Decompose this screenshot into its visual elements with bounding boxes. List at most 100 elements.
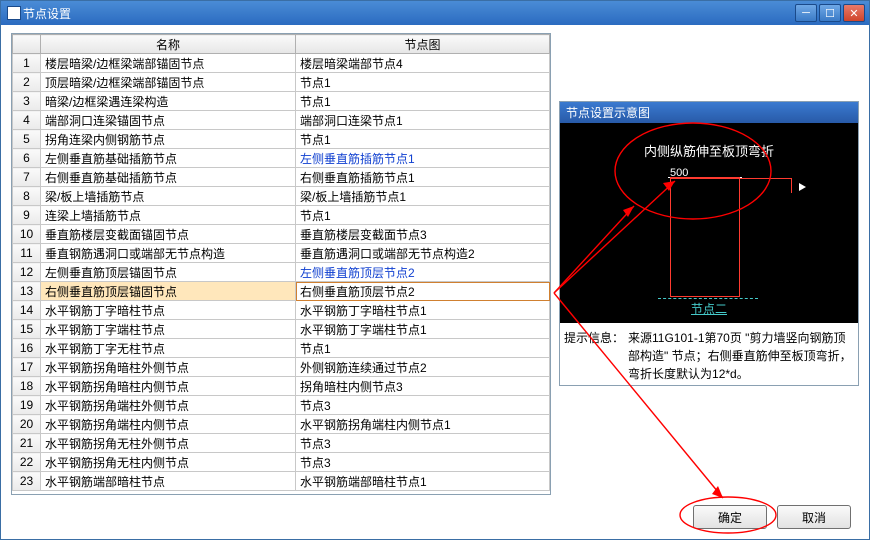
cell-name[interactable]: 顶层暗梁/边框梁端部锚固节点	[41, 73, 296, 92]
row-number: 18	[13, 377, 41, 396]
cell-name[interactable]: 左侧垂直筋基础插筋节点	[41, 149, 296, 168]
cancel-button[interactable]: 取消	[777, 505, 851, 529]
preview-node-label[interactable]: 节点二	[560, 300, 858, 317]
cell-nodeimg[interactable]: 右侧垂直筋顶层节点2	[296, 282, 550, 301]
node-table-wrap: 名称 节点图 1楼层暗梁/边框梁端部锚固节点楼层暗梁端部节点42顶层暗梁/边框梁…	[11, 33, 551, 495]
cell-nodeimg[interactable]: 节点1	[296, 130, 550, 149]
row-number: 15	[13, 320, 41, 339]
cell-nodeimg[interactable]: 右侧垂直筋插筋节点1	[296, 168, 550, 187]
cell-nodeimg[interactable]: 楼层暗梁端部节点4	[296, 54, 550, 73]
cell-nodeimg[interactable]: 节点3	[296, 396, 550, 415]
table-row[interactable]: 23水平钢筋端部暗柱节点水平钢筋端部暗柱节点1	[13, 472, 550, 491]
ok-button[interactable]: 确定	[693, 505, 767, 529]
cell-name[interactable]: 垂直筋楼层变截面锚固节点	[41, 225, 296, 244]
cell-name[interactable]: 水平钢筋拐角端柱内侧节点	[41, 415, 296, 434]
cell-name[interactable]: 水平钢筋拐角端柱外侧节点	[41, 396, 296, 415]
col-rownum[interactable]	[13, 35, 41, 54]
table-row[interactable]: 8梁/板上墙插筋节点梁/板上墙插筋节点1	[13, 187, 550, 206]
cell-name[interactable]: 垂直钢筋遇洞口或端部无节点构造	[41, 244, 296, 263]
table-row[interactable]: 21水平钢筋拐角无柱外侧节点节点3	[13, 434, 550, 453]
table-row[interactable]: 22水平钢筋拐角无柱内侧节点节点3	[13, 453, 550, 472]
table-row[interactable]: 13右侧垂直筋顶层锚固节点右侧垂直筋顶层节点2	[13, 282, 550, 301]
table-row[interactable]: 20水平钢筋拐角端柱内侧节点水平钢筋拐角端柱内侧节点1	[13, 415, 550, 434]
table-row[interactable]: 11垂直钢筋遇洞口或端部无节点构造垂直筋遇洞口或端部无节点构造2	[13, 244, 550, 263]
col-name[interactable]: 名称	[41, 35, 296, 54]
cell-name[interactable]: 楼层暗梁/边框梁端部锚固节点	[41, 54, 296, 73]
cell-nodeimg[interactable]: 垂直筋遇洞口或端部无节点构造2	[296, 244, 550, 263]
minimize-button[interactable]: ─	[795, 4, 817, 22]
cell-name[interactable]: 右侧垂直筋顶层锚固节点	[41, 282, 296, 301]
table-row[interactable]: 14水平钢筋丁字暗柱节点水平钢筋丁字暗柱节点1	[13, 301, 550, 320]
header-row: 名称 节点图	[13, 35, 550, 54]
cell-nodeimg[interactable]: 节点1	[296, 206, 550, 225]
cell-nodeimg[interactable]: 左侧垂直筋顶层节点2	[296, 263, 550, 282]
row-number: 1	[13, 54, 41, 73]
cell-nodeimg[interactable]: 水平钢筋拐角端柱内侧节点1	[296, 415, 550, 434]
cell-name[interactable]: 水平钢筋拐角无柱外侧节点	[41, 434, 296, 453]
cell-name[interactable]: 水平钢筋拐角暗柱外侧节点	[41, 358, 296, 377]
cell-nodeimg[interactable]: 水平钢筋丁字暗柱节点1	[296, 301, 550, 320]
cell-name[interactable]: 水平钢筋丁字端柱节点	[41, 320, 296, 339]
table-row[interactable]: 6左侧垂直筋基础插筋节点左侧垂直筋插筋节点1	[13, 149, 550, 168]
cell-nodeimg[interactable]: 左侧垂直筋插筋节点1	[296, 149, 550, 168]
row-number: 19	[13, 396, 41, 415]
table-row[interactable]: 4端部洞口连梁锚固节点端部洞口连梁节点1	[13, 111, 550, 130]
row-number: 22	[13, 453, 41, 472]
cell-name[interactable]: 水平钢筋端部暗柱节点	[41, 472, 296, 491]
cell-nodeimg[interactable]: 垂直筋楼层变截面节点3	[296, 225, 550, 244]
col-nodeimg[interactable]: 节点图	[296, 35, 550, 54]
row-number: 10	[13, 225, 41, 244]
table-row[interactable]: 12左侧垂直筋顶层锚固节点左侧垂直筋顶层节点2	[13, 263, 550, 282]
cell-nodeimg[interactable]: 节点1	[296, 339, 550, 358]
cell-name[interactable]: 端部洞口连梁锚固节点	[41, 111, 296, 130]
table-row[interactable]: 9连梁上墙插筋节点节点1	[13, 206, 550, 225]
row-number: 3	[13, 92, 41, 111]
cell-name[interactable]: 水平钢筋拐角暗柱内侧节点	[41, 377, 296, 396]
cell-nodeimg[interactable]: 水平钢筋丁字端柱节点1	[296, 320, 550, 339]
table-row[interactable]: 5拐角连梁内侧钢筋节点节点1	[13, 130, 550, 149]
arrowhead-icon	[799, 183, 806, 191]
row-number: 13	[13, 282, 41, 301]
cell-nodeimg[interactable]: 梁/板上墙插筋节点1	[296, 187, 550, 206]
titlebar[interactable]: 节点设置 ─ ☐ ✕	[1, 1, 869, 25]
table-row[interactable]: 17水平钢筋拐角暗柱外侧节点外侧钢筋连续通过节点2	[13, 358, 550, 377]
cell-nodeimg[interactable]: 节点3	[296, 453, 550, 472]
maximize-button[interactable]: ☐	[819, 4, 841, 22]
cell-name[interactable]: 水平钢筋丁字无柱节点	[41, 339, 296, 358]
row-number: 5	[13, 130, 41, 149]
table-row[interactable]: 10垂直筋楼层变截面锚固节点垂直筋楼层变截面节点3	[13, 225, 550, 244]
cell-name[interactable]: 连梁上墙插筋节点	[41, 206, 296, 225]
hint-label: 提示信息：	[564, 329, 624, 383]
cell-nodeimg[interactable]: 端部洞口连梁节点1	[296, 111, 550, 130]
close-button[interactable]: ✕	[843, 4, 865, 22]
cell-name[interactable]: 水平钢筋丁字暗柱节点	[41, 301, 296, 320]
table-row[interactable]: 2顶层暗梁/边框梁端部锚固节点节点1	[13, 73, 550, 92]
cell-nodeimg[interactable]: 外侧钢筋连续通过节点2	[296, 358, 550, 377]
cell-name[interactable]: 右侧垂直筋基础插筋节点	[41, 168, 296, 187]
cell-name[interactable]: 暗梁/边框梁遇连梁构造	[41, 92, 296, 111]
row-number: 4	[13, 111, 41, 130]
cell-nodeimg[interactable]: 节点3	[296, 434, 550, 453]
preview-top-text: 内侧纵筋伸至板顶弯折	[560, 141, 858, 160]
cell-nodeimg[interactable]: 拐角暗柱内侧节点3	[296, 377, 550, 396]
cell-name[interactable]: 左侧垂直筋顶层锚固节点	[41, 263, 296, 282]
table-row[interactable]: 18水平钢筋拐角暗柱内侧节点拐角暗柱内侧节点3	[13, 377, 550, 396]
window-title: 节点设置	[5, 5, 795, 22]
cell-name[interactable]: 水平钢筋拐角无柱内侧节点	[41, 453, 296, 472]
cell-name[interactable]: 梁/板上墙插筋节点	[41, 187, 296, 206]
table-row[interactable]: 7右侧垂直筋基础插筋节点右侧垂直筋插筋节点1	[13, 168, 550, 187]
table-row[interactable]: 15水平钢筋丁字端柱节点水平钢筋丁字端柱节点1	[13, 320, 550, 339]
row-number: 9	[13, 206, 41, 225]
cell-nodeimg[interactable]: 节点1	[296, 73, 550, 92]
row-number: 11	[13, 244, 41, 263]
table-row[interactable]: 16水平钢筋丁字无柱节点节点1	[13, 339, 550, 358]
table-row[interactable]: 19水平钢筋拐角端柱外侧节点节点3	[13, 396, 550, 415]
table-row[interactable]: 1楼层暗梁/边框梁端部锚固节点楼层暗梁端部节点4	[13, 54, 550, 73]
row-number: 20	[13, 415, 41, 434]
dialog-buttons: 确定 取消	[693, 505, 851, 529]
rebar-rect	[670, 177, 740, 297]
cell-nodeimg[interactable]: 水平钢筋端部暗柱节点1	[296, 472, 550, 491]
cell-nodeimg[interactable]: 节点1	[296, 92, 550, 111]
table-row[interactable]: 3暗梁/边框梁遇连梁构造节点1	[13, 92, 550, 111]
cell-name[interactable]: 拐角连梁内侧钢筋节点	[41, 130, 296, 149]
